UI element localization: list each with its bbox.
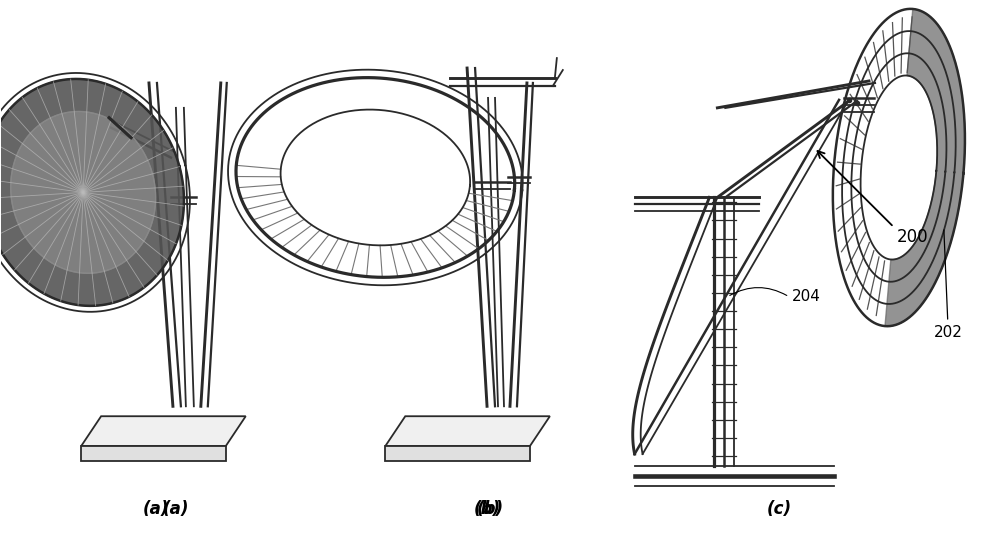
- Text: (b): (b): [476, 500, 504, 518]
- Text: (b): (b): [473, 500, 501, 518]
- Polygon shape: [0, 79, 184, 306]
- Text: 200: 200: [897, 228, 929, 246]
- Text: (a): (a): [143, 500, 169, 518]
- Text: (a): (a): [163, 500, 189, 518]
- Text: 202: 202: [934, 230, 963, 339]
- Text: 204: 204: [792, 289, 821, 304]
- Polygon shape: [885, 9, 965, 326]
- Text: (c): (c): [767, 500, 792, 518]
- Polygon shape: [11, 112, 156, 273]
- Polygon shape: [81, 446, 226, 461]
- Polygon shape: [385, 446, 530, 461]
- Polygon shape: [81, 416, 246, 446]
- Polygon shape: [385, 416, 550, 446]
